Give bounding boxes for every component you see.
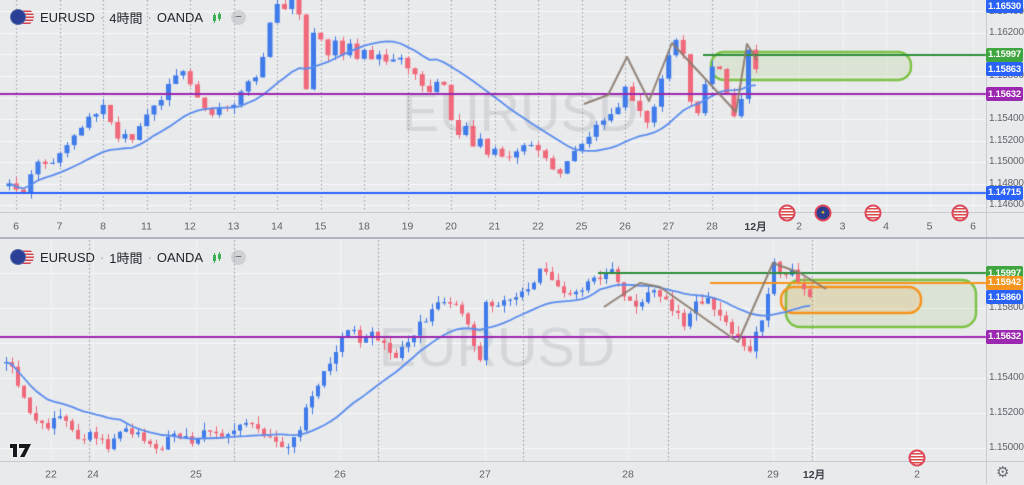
price-tick-label: 1.15800 [989,301,1024,313]
time-tick-label: 24 [87,467,99,480]
time-tick-label: 27 [662,220,675,233]
price-scale-labels-1h: 1.16200 1.15800 1.15400 1.15200 1.15000 1.159… [0,240,1024,461]
time-tick-label: 6 [13,220,19,233]
us-flag-event-icon[interactable] [778,204,796,222]
price-tick-label: 1.14800 [989,177,1024,189]
time-tick-label: 28 [622,467,634,480]
time-tick-label: 22 [532,220,544,233]
price-tick-label: 1.15200 [989,406,1024,418]
time-tick-label: 29 [767,467,779,480]
price-tick-label: 1.15000 [989,441,1024,453]
time-tick-label: 7 [56,220,63,233]
time-tick-label: 27 [479,467,491,480]
interval-label: 1時間 [109,251,143,266]
separator-dot: · [147,250,152,265]
time-tick-label: 6 [970,220,976,233]
time-tick-label: 26 [334,467,346,480]
price-line-label-1.15860[interactable]: 1.15860 [986,290,1023,304]
time-tick-label: 20 [445,220,457,233]
price-tick-label: 1.14600 [989,199,1024,210]
collapse-panel-button[interactable]: − [231,250,247,265]
time-axis-1h[interactable]: 22 24 25 26 27 28 29 12月 2 [0,461,1024,485]
exchange-label: OANDA [156,250,204,265]
time-tick-label: 18 [358,220,370,233]
price-line-label-1.15942[interactable]: 1.15942 [986,275,1023,290]
time-tick-label: 4 [883,220,889,233]
time-tick-label: 5 [926,220,933,233]
price-axis[interactable] [986,0,1024,484]
symbol-legend-1h[interactable]: EURUSD · 1時間 · OANDA − [10,248,247,267]
price-line-label-1.16530[interactable]: 1.16530 [986,0,1023,13]
separator-dot: · [99,250,105,265]
exchange-label: OANDA [156,10,204,25]
separator-dot: · [99,10,105,25]
price-tick-label: 1.15400 [989,371,1024,383]
time-tick-label: 2 [796,220,802,233]
price-tick-label: 1.15200 [989,134,1024,146]
eurusd-pair-flag-icon [10,9,35,26]
time-tick-label: 14 [271,220,283,233]
time-tick-label: 19 [401,220,414,233]
time-tick-label: 25 [575,220,588,233]
time-tick-label: 25 [190,467,202,480]
price-line-label-1.15997[interactable]: 1.15997 [986,47,1023,62]
eu-flag-icon [10,249,26,265]
price-line-label-1.15632[interactable]: 1.15632 [986,329,1023,344]
time-tick-label: 12 [184,220,196,233]
price-line-label-1.15632[interactable]: 1.15632 [986,87,1023,102]
time-tick-label: 3 [839,220,846,233]
time-tick-label: 2 [914,467,920,480]
symbol-name: EURUSD [40,250,95,265]
price-line-label-1.15863[interactable]: 1.15863 [986,62,1023,77]
settings-gear-icon[interactable]: ⚙ [996,464,1010,481]
time-tick-label: 11 [141,220,152,233]
time-tick-label: 15 [314,220,327,233]
us-flag-event-icon[interactable] [908,449,926,467]
price-tick-label: 1.16200 [989,27,1024,38]
time-tick-label: 12月 [744,221,767,234]
time-axis-4h[interactable]: 6 7 8 11 12 13 14 15 18 19 20 21 22 25 26 27 28 12月 2 3 4 5 6 [0,212,1024,239]
time-tick-label: 12月 [802,468,826,481]
time-tick-label: 8 [100,220,106,233]
interval-label: 4時間 [109,11,143,26]
us-flag-event-icon[interactable] [951,204,969,222]
price-tick-label: 1.15000 [989,156,1024,167]
time-tick-label: 21 [488,220,501,233]
time-tick-label: 22 [45,467,57,480]
eu-flag-icon [10,9,26,25]
eu-flag-event-icon[interactable]: ✦ [814,204,832,222]
time-tick-label: 26 [619,220,631,233]
collapse-panel-button[interactable]: − [231,10,247,25]
symbol-name: EURUSD [40,10,95,25]
symbol-legend-4h[interactable]: EURUSD · 4時間 · OANDA − [10,8,247,27]
chart-type-candles-icon[interactable] [211,11,223,24]
time-tick-label: 13 [227,220,240,233]
price-scale-labels-4h: 1.164001.162001.158001.154001.152001.150… [0,0,1024,212]
panel-separator[interactable] [0,237,1024,239]
us-flag-event-icon[interactable] [864,204,882,222]
price-line-label-1.14715[interactable]: 1.14715 [986,185,1023,200]
time-tick-label: 28 [706,220,718,233]
tradingview-logo[interactable] [10,444,32,462]
price-tick-label: 1.16200 [989,240,1024,244]
price-tick-label: 1.15400 [989,113,1024,124]
eurusd-pair-flag-icon [10,249,35,266]
separator-dot: · [147,10,152,25]
chart-type-candles-icon[interactable] [211,251,223,264]
